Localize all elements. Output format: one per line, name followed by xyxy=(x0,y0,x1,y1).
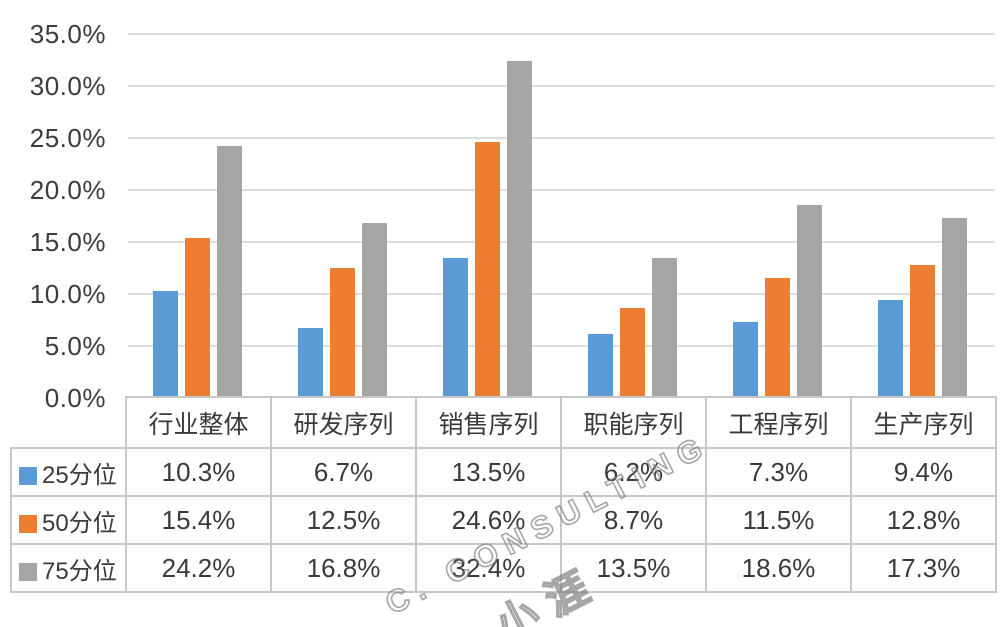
bar-75分位-研发序列 xyxy=(362,223,387,398)
value-cell: 6.7% xyxy=(270,447,417,497)
y-axis-tick-label: 15.0% xyxy=(29,227,106,257)
bar-75分位-职能序列 xyxy=(652,257,677,398)
y-axis-tick-label: 0.0% xyxy=(44,383,106,413)
bar-50分位-研发序列 xyxy=(330,268,355,398)
bar-chart-plot: 35.0% 30.0% 25.0% 20.0% 15.0% 10.0% 5.0% 0.0% xyxy=(29,19,995,413)
gridline xyxy=(128,241,995,243)
bar-25分位-行业整体 xyxy=(153,290,178,398)
value-cell: 24.2% xyxy=(125,543,272,593)
value-cell: 12.8% xyxy=(850,495,997,545)
column-header-职能序列: 职能序列 xyxy=(560,396,707,449)
legend-swatch-icon xyxy=(19,514,37,533)
y-axis-tick-label: 20.0% xyxy=(29,175,106,205)
y-axis-tick-label: 5.0% xyxy=(44,331,106,361)
value-cell: 24.6% xyxy=(415,495,562,545)
value-cell: 8.7% xyxy=(560,495,707,545)
value-cell: 12.5% xyxy=(270,495,417,545)
bar-75分位-工程序列 xyxy=(797,204,822,398)
legend-swatch-icon xyxy=(19,562,37,581)
legend-cell-75分位: 75分位 xyxy=(10,543,127,593)
bar-25分位-职能序列 xyxy=(588,333,613,398)
y-axis-tick-label: 30.0% xyxy=(29,71,106,101)
bar-75分位-行业整体 xyxy=(217,146,242,398)
value-cell: 13.5% xyxy=(415,447,562,497)
bar-50分位-生产序列 xyxy=(910,264,935,398)
table-header-row: 行业整体 研发序列 销售序列 职能序列 工程序列 生产序列 xyxy=(11,396,997,449)
legend-label: 75分位 xyxy=(42,557,117,585)
bar-50分位-销售序列 xyxy=(475,142,500,398)
table-corner-cell xyxy=(11,397,126,448)
value-cell: 32.4% xyxy=(415,543,562,593)
legend-label: 50分位 xyxy=(42,509,117,537)
y-axis-tick-label: 10.0% xyxy=(29,279,106,309)
bar-25分位-生产序列 xyxy=(878,300,903,398)
bar-25分位-研发序列 xyxy=(298,328,323,398)
gridline xyxy=(128,293,995,295)
gridline xyxy=(128,85,995,87)
gridline xyxy=(128,33,995,35)
column-header-工程序列: 工程序列 xyxy=(705,396,852,449)
value-cell: 9.4% xyxy=(850,447,997,497)
value-cell: 10.3% xyxy=(125,447,272,497)
column-header-生产序列: 生产序列 xyxy=(850,396,997,449)
table-row-50分位: 50分位 15.4% 12.5% 24.6% 8.7% 11.5% 12.8% xyxy=(10,495,997,545)
bar-25分位-工程序列 xyxy=(733,322,758,398)
bar-50分位-工程序列 xyxy=(765,278,790,398)
legend-cell-25分位: 25分位 xyxy=(10,447,127,497)
bar-75分位-销售序列 xyxy=(507,61,532,398)
data-table: 行业整体 研发序列 销售序列 职能序列 工程序列 生产序列 25分位 10.3% 6.7% 13… xyxy=(10,396,997,593)
legend-label: 25分位 xyxy=(42,461,117,489)
gridline xyxy=(128,189,995,191)
legend-cell-50分位: 50分位 xyxy=(10,495,127,545)
gridline xyxy=(128,345,995,347)
value-cell: 16.8% xyxy=(270,543,417,593)
value-cell: 7.3% xyxy=(705,447,852,497)
column-header-销售序列: 销售序列 xyxy=(415,396,562,449)
value-cell: 11.5% xyxy=(705,495,852,545)
gridline xyxy=(128,137,995,139)
y-axis-tick-label: 25.0% xyxy=(29,123,106,153)
column-header-行业整体: 行业整体 xyxy=(125,396,272,449)
y-axis-tick-label: 35.0% xyxy=(29,19,106,49)
value-cell: 6.2% xyxy=(560,447,707,497)
value-cell: 18.6% xyxy=(705,543,852,593)
value-cell: 17.3% xyxy=(850,543,997,593)
value-cell: 15.4% xyxy=(125,495,272,545)
table-row-75分位: 75分位 24.2% 16.8% 32.4% 13.5% 18.6% 17.3% xyxy=(10,543,997,593)
bar-50分位-职能序列 xyxy=(620,307,645,398)
bar-75分位-生产序列 xyxy=(942,218,967,398)
column-header-研发序列: 研发序列 xyxy=(270,396,417,449)
table-row-25分位: 25分位 10.3% 6.7% 13.5% 6.2% 7.3% 9.4% xyxy=(10,447,997,497)
bar-25分位-销售序列 xyxy=(443,257,468,398)
legend-swatch-icon xyxy=(19,466,37,485)
bar-50分位-行业整体 xyxy=(185,237,210,398)
value-cell: 13.5% xyxy=(560,543,707,593)
